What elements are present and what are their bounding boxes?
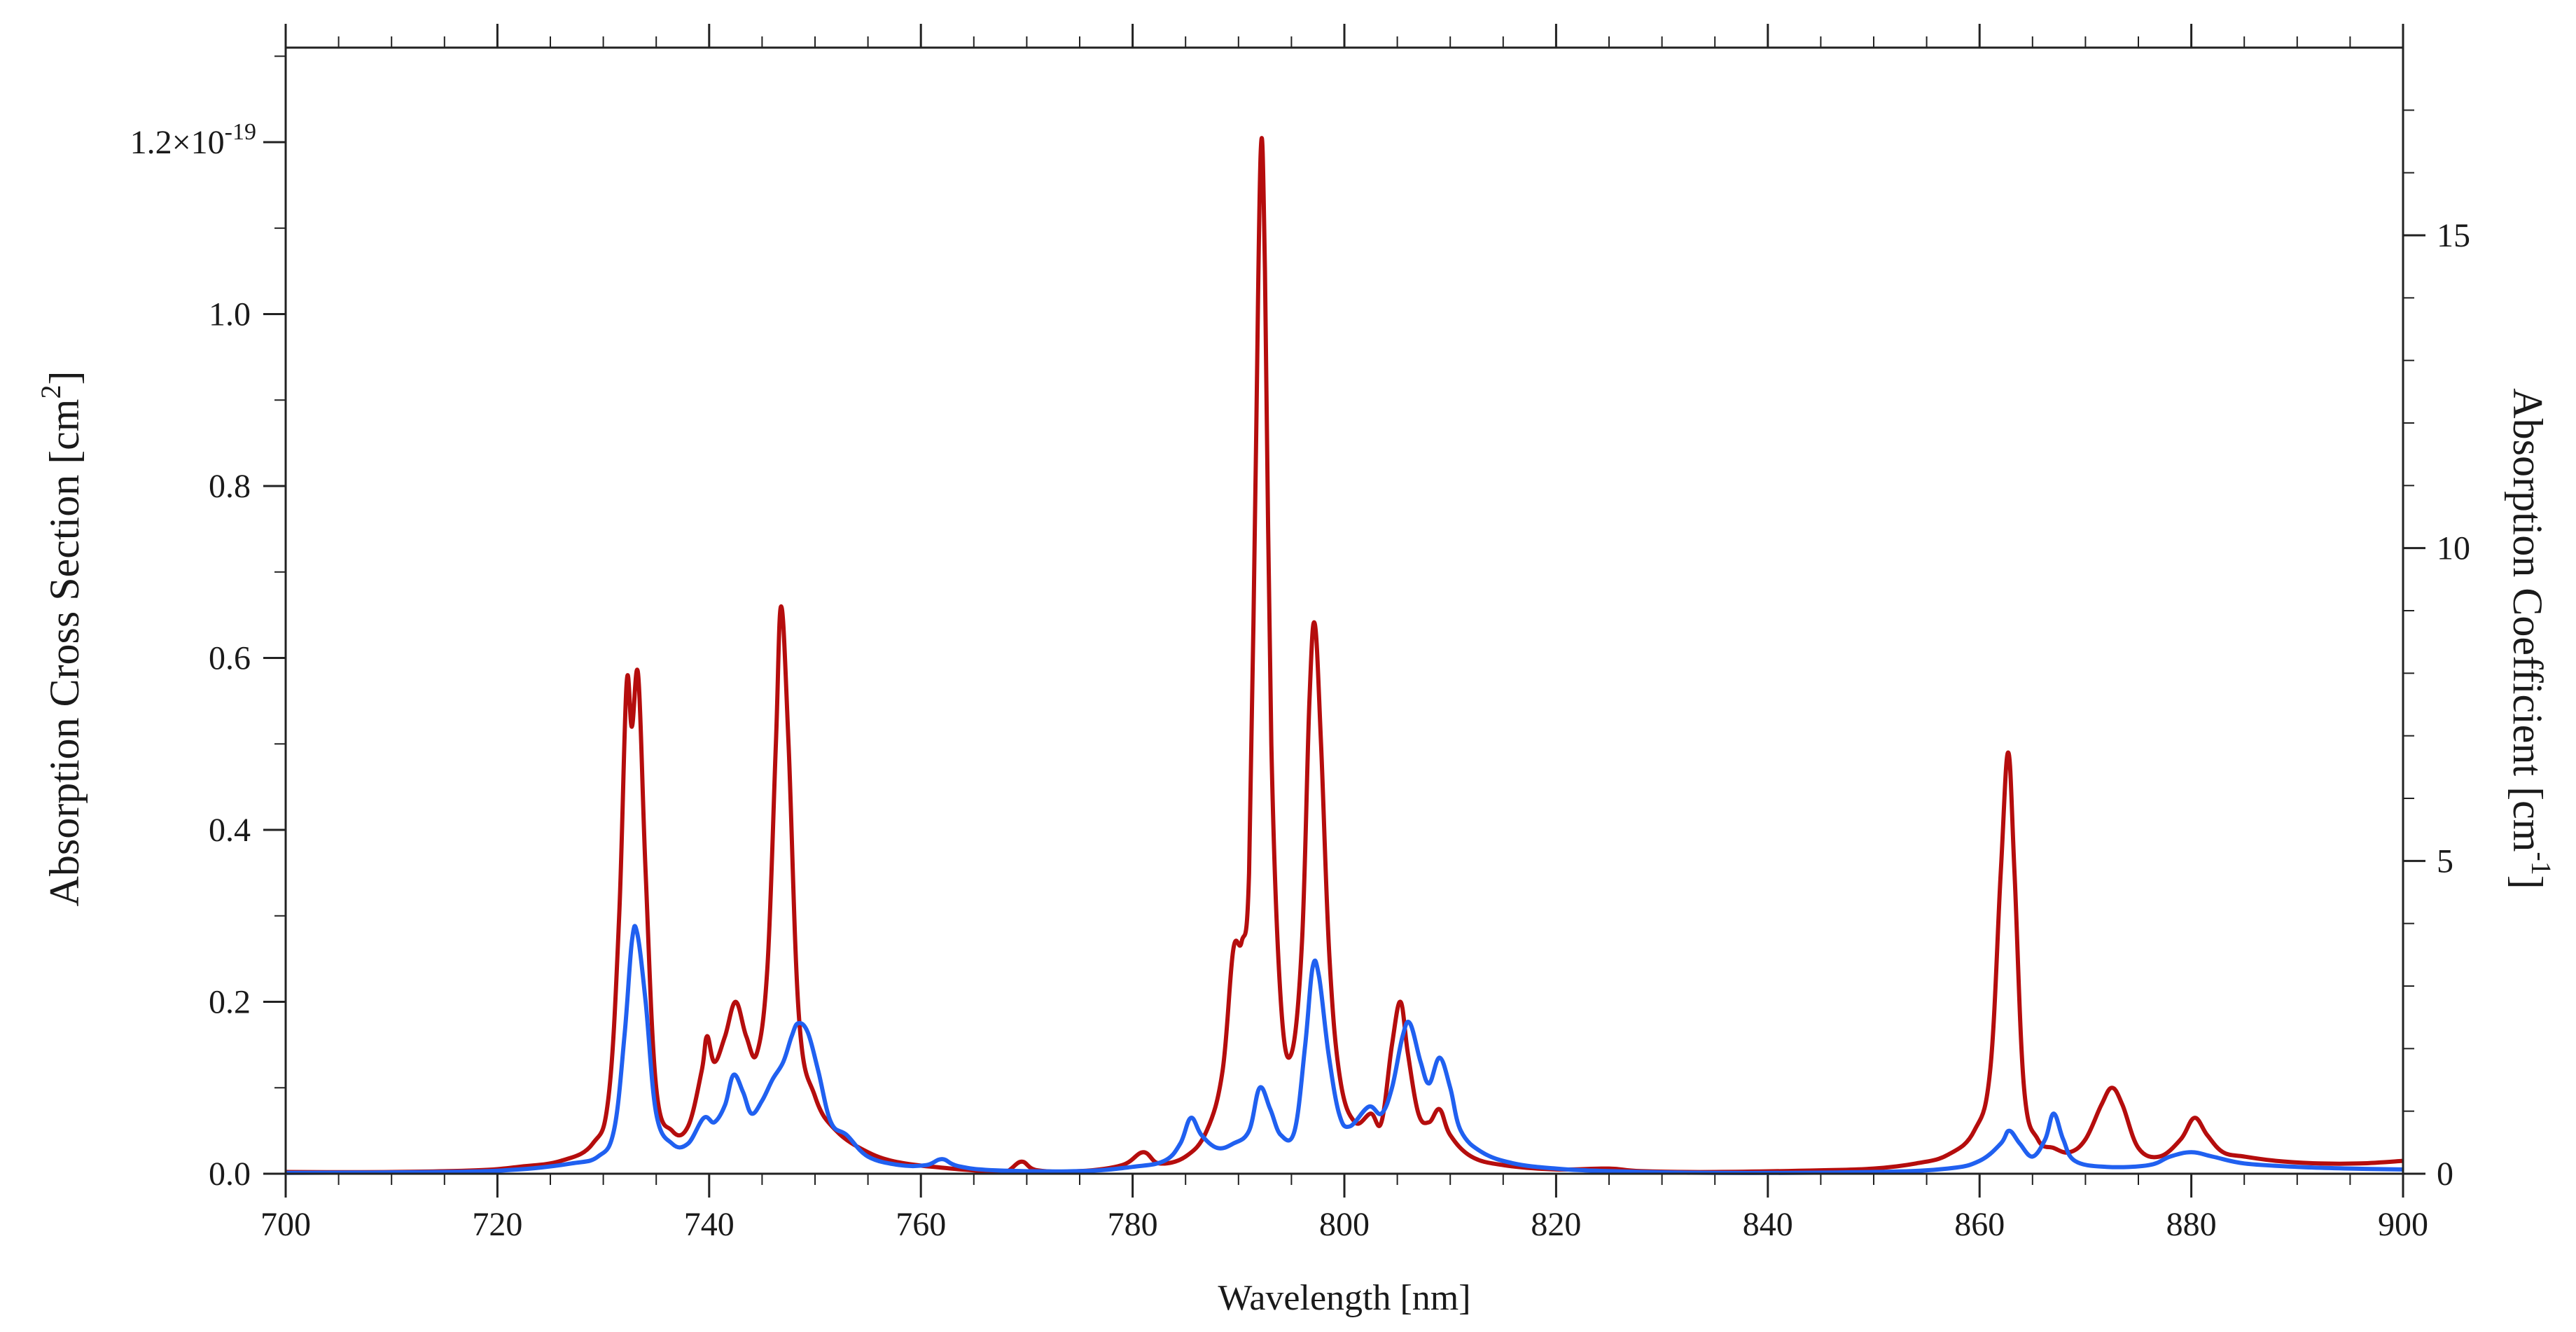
y-left-axis-title-end: ]	[41, 371, 88, 385]
y-left-tick-label: 1.0	[209, 296, 251, 333]
y-left-top-tick-mantissa: 1.2×10	[130, 124, 225, 161]
x-tick-label: 720	[472, 1206, 522, 1243]
x-tick-label: 760	[896, 1206, 946, 1243]
ticks-layer: 700 720 740 760 780 800 820 840 860 880 900 0.0 0.2 0…	[209, 24, 2470, 1243]
y-right-tick-label: 15	[2437, 217, 2470, 254]
y-left-tick-label: 0.4	[209, 812, 251, 849]
series-line-blue	[285, 924, 2404, 1175]
x-tick-label: 880	[2166, 1206, 2217, 1243]
y-left-top-tick-label: 1.2×10-19	[130, 119, 256, 161]
series-layer	[285, 136, 2404, 1175]
y-left-axis-title: Absorption Cross Section [cm2]	[35, 371, 88, 907]
y-right-axis-title-sup: -1	[2526, 852, 2557, 875]
series-line-red	[285, 136, 2404, 1175]
y-left-axis-title-sup: 2	[35, 385, 67, 399]
y-right-axis-title-main: Absorption Coefficient [cm	[2505, 388, 2551, 852]
x-tick-label: 860	[1954, 1206, 2005, 1243]
x-tick-label: 820	[1531, 1206, 1581, 1243]
y-right-axis-title: Absorption Coefficient [cm-1]	[2505, 388, 2557, 889]
x-tick-label: 780	[1108, 1206, 1158, 1243]
y-right-tick-label: 10	[2437, 530, 2470, 567]
y-left-tick-label: 0.6	[209, 640, 251, 677]
x-tick-label: 800	[1319, 1206, 1370, 1243]
x-axis-title: Wavelength [nm]	[1218, 1278, 1470, 1318]
plot-frame	[284, 46, 2404, 1175]
y-left-tick-label: 0.0	[209, 1156, 251, 1193]
y-right-tick-label: 0	[2437, 1156, 2453, 1193]
y-left-tick-label: 0.8	[209, 468, 251, 505]
y-left-top-tick-exponent: -19	[225, 119, 256, 145]
x-tick-label: 740	[684, 1206, 734, 1243]
x-tick-label: 700	[260, 1206, 311, 1243]
y-right-tick-label: 5	[2437, 842, 2453, 880]
x-tick-label: 840	[1743, 1206, 1793, 1243]
y-left-tick-label: 0.2	[209, 984, 251, 1021]
y-right-axis-title-end: ]	[2505, 875, 2551, 889]
x-tick-label: 900	[2378, 1206, 2428, 1243]
y-left-axis-title-main: Absorption Cross Section [cm	[41, 399, 88, 907]
